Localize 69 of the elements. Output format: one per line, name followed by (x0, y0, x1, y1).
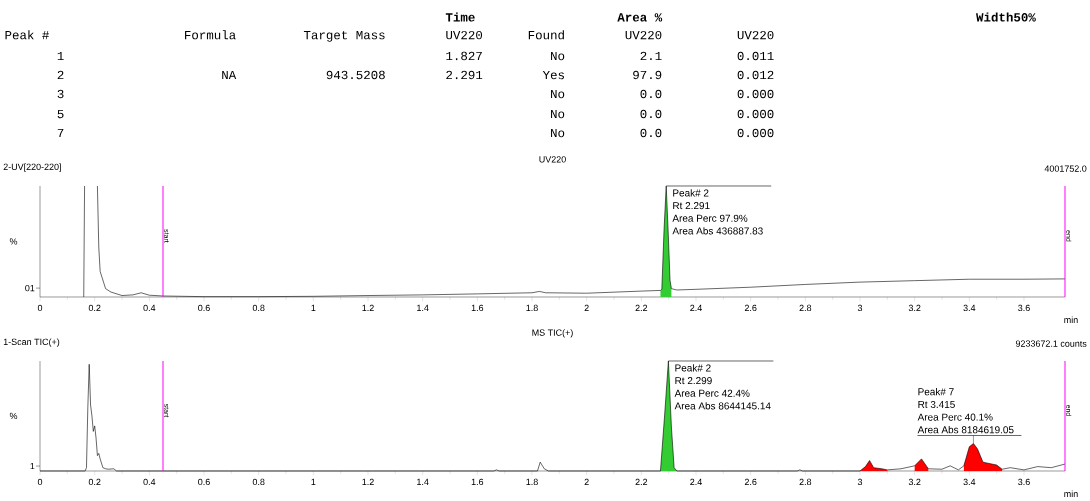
x-tick-label: 3.4 (963, 304, 976, 312)
x-tick-label: 0 (37, 478, 43, 486)
x-tick-label: 0.8 (252, 304, 265, 312)
x-tick-label: 2.6 (744, 478, 757, 486)
text: 9233672.1 counts (1015, 340, 1087, 347)
text: 1 (30, 462, 35, 470)
x-tick-label: 1 (311, 478, 316, 485)
text: 4001752.0 (1044, 165, 1087, 172)
x-tick-label: 0.2 (88, 304, 101, 312)
annotation: Peak# 2 (673, 189, 709, 197)
x-tick-label: 0.6 (198, 304, 210, 312)
text: 1-Scan TIC(+) (3, 338, 60, 347)
text: 01 (25, 284, 35, 292)
annotation: Area Abs 8184619.05 (917, 425, 1014, 434)
x-tick-label: 2.4 (690, 304, 702, 312)
annotation: Peak# 7 (918, 388, 954, 396)
x-tick-label: 3.6 (1018, 478, 1030, 486)
annotation: Area Perc 42.4% (674, 389, 750, 397)
x-tick-label: 3 (857, 478, 863, 486)
text: Time Area % Width50% (445, 12, 1036, 22)
x-tick-label: 2 (584, 478, 589, 486)
x-tick-label: 3 (857, 304, 863, 312)
chart-title: UV220 (539, 156, 566, 163)
text: 5 No 0.0 0.000 (57, 109, 774, 119)
x-tick-label: 1.2 (362, 304, 374, 312)
annotation: Peak# 2 (675, 364, 711, 372)
x-axis-title: min (1064, 316, 1078, 323)
annotation: Area Perc 97.9% (672, 214, 748, 222)
annotation: Area Perc 40.1% (917, 413, 993, 421)
x-tick-label: 1 (311, 304, 316, 311)
x-tick-label: 3.4 (963, 478, 976, 486)
x-tick-label: 1.4 (417, 478, 429, 485)
x-tick-label: 1.6 (471, 304, 484, 312)
x-tick-label: 2.4 (690, 478, 702, 486)
y-axis-title: % (9, 412, 18, 420)
x-tick-label: 1.6 (471, 478, 484, 486)
x-tick-label: 0 (37, 304, 43, 312)
x-tick-label: 1.8 (526, 478, 538, 486)
x-tick-label: 2 (584, 304, 589, 312)
text: 1 1.827 No 2.1 0.011 (57, 51, 774, 61)
x-tick-label: 0.4 (143, 304, 156, 312)
x-tick-label: 1.4 (417, 304, 429, 311)
annotation: Rt 3.415 (918, 400, 955, 408)
x-tick-label: 0.8 (252, 478, 265, 486)
x-tick-label: 2.2 (635, 304, 648, 312)
x-tick-label: 2.8 (799, 304, 812, 312)
x-tick-label: 0.2 (88, 478, 101, 486)
x-tick-label: 0.4 (143, 478, 156, 486)
x-tick-label: 3.6 (1018, 304, 1030, 312)
x-tick-label: 1.8 (526, 304, 538, 312)
y-axis-title: % (9, 238, 18, 245)
x-tick-label: 3.2 (908, 478, 921, 486)
text: 2-UV[220-220] (3, 163, 61, 172)
text: Peak # Formula Target Mass UV220 Found UV220 UV220 (5, 30, 774, 42)
annotation: Rt 2.291 (673, 202, 710, 210)
x-tick-label: 1.2 (362, 478, 374, 486)
x-tick-label: 2.8 (799, 478, 812, 486)
x-tick-label: 2.6 (744, 304, 757, 312)
x-tick-label: 0.6 (198, 478, 210, 486)
text: 2 NA 943.5208 2.291 Yes 97.9 0.012 (57, 70, 774, 80)
x-tick-label: 3.2 (908, 304, 921, 312)
annotation: Area Abs 436887.83 (672, 227, 763, 235)
annotation: Rt 2.299 (675, 377, 712, 385)
x-axis-title: min (1064, 490, 1078, 497)
text: 3 No 0.0 0.000 (57, 89, 774, 99)
chart-title: MS TIC(+) (532, 329, 573, 338)
annotation: Area Abs 8644145.14 (674, 402, 771, 410)
x-tick-label: 2.2 (635, 478, 648, 486)
text: 7 No 0.0 0.000 (57, 128, 774, 138)
